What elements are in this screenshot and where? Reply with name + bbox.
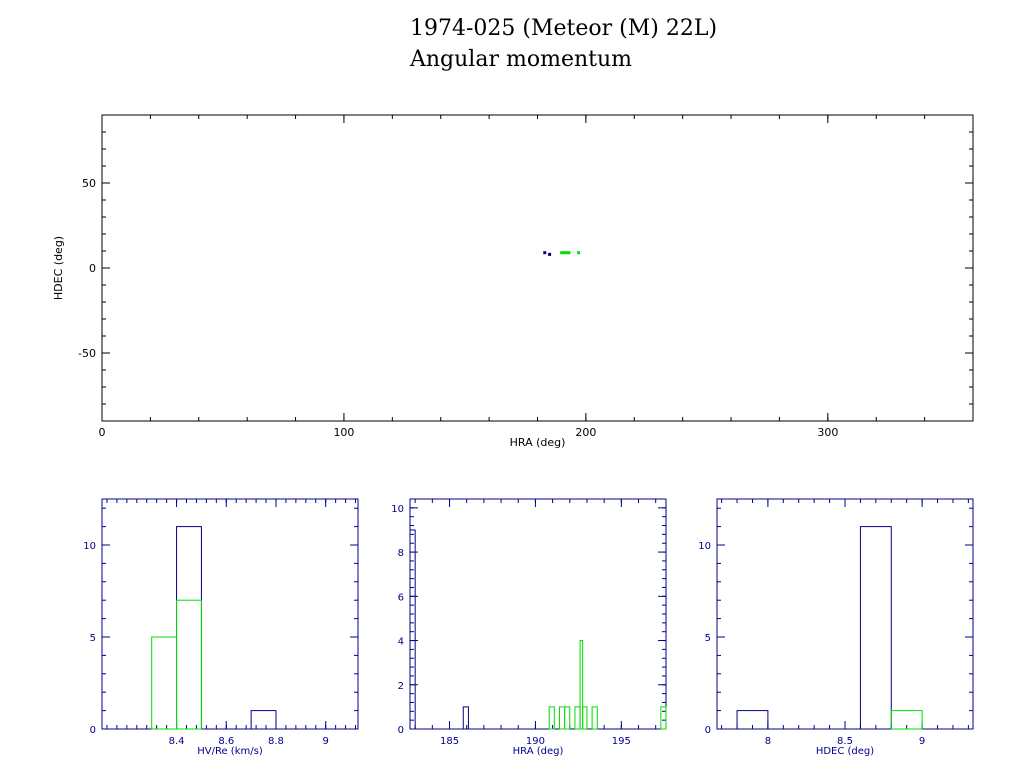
hist-hra-bar xyxy=(579,640,584,730)
hist-hv-ytick-label: 5 xyxy=(90,633,96,644)
scatter-ytick-label: 0 xyxy=(89,262,96,275)
hist-hra-xtick-label: 195 xyxy=(612,736,631,747)
scatter-frame xyxy=(101,114,974,422)
scatter-point xyxy=(543,251,547,255)
hist-hra-xlabel: HRA (deg) xyxy=(513,746,564,757)
hist-hv-bar xyxy=(176,526,202,730)
hist-hv-xlabel: HV/Re (km/s) xyxy=(197,746,263,757)
scatter-point xyxy=(562,251,566,255)
hist-hv-xtick-label: 8.4 xyxy=(169,736,185,747)
hist-hra-frame xyxy=(409,498,667,730)
hist-hra-ytick-label: 0 xyxy=(398,725,404,736)
hist-hra-ytick-label: 4 xyxy=(398,637,404,648)
scatter-xtick-label: 300 xyxy=(817,426,838,439)
hist-hra-plot: 185 190 195 0 2 4 6 8 10 HRA (deg) xyxy=(391,498,667,757)
scatter-point xyxy=(567,251,571,255)
scatter-point xyxy=(560,251,564,255)
hist-hra-ytick-label: 8 xyxy=(398,548,404,559)
scatter-point xyxy=(577,251,581,255)
hist-hra-bar xyxy=(660,706,667,730)
scatter-point xyxy=(565,251,569,255)
scatter-xtick-label: 0 xyxy=(99,426,106,439)
hist-hdec-ytick-label: 10 xyxy=(698,541,711,552)
hist-hv-xtick-label: 8.6 xyxy=(218,736,234,747)
hist-hra-bar xyxy=(558,706,566,730)
hist-hdec-frame xyxy=(716,498,974,730)
hist-hra-ytick-label: 2 xyxy=(398,681,404,692)
hist-hdec-xtick-label: 8.5 xyxy=(837,736,853,747)
hist-hv-plot: 8.4 8.6 8.8 9 0 5 10 HV/Re (km/s) xyxy=(83,498,359,757)
hist-hra-bar xyxy=(574,706,581,730)
scatter-plot: 0 100 200 300 -50 0 50 HRA (deg) HDEC (deg) xyxy=(52,114,974,449)
hist-hra-xtick-label: 185 xyxy=(440,736,459,747)
hist-hra-bar xyxy=(548,706,555,730)
hist-hv-xtick-label: 8.8 xyxy=(268,736,284,747)
chart-subtitle: Angular momentum xyxy=(410,47,632,72)
hist-hra-bar xyxy=(582,706,588,730)
scatter-xtick-label: 100 xyxy=(333,426,354,439)
hist-hdec-ytick-label: 0 xyxy=(705,725,711,736)
hist-hdec-bar xyxy=(859,526,892,730)
hist-hv-xtick-label: 9 xyxy=(323,736,329,747)
scatter-ytick-label: -50 xyxy=(78,347,96,360)
scatter-ytick-label: 50 xyxy=(82,177,96,190)
scatter-ylabel: HDEC (deg) xyxy=(52,236,65,300)
hist-hra-xtick-label: 190 xyxy=(526,736,545,747)
hist-hdec-bar xyxy=(890,710,923,730)
hist-hdec-bar xyxy=(736,710,769,730)
hist-hra-ytick-label: 10 xyxy=(391,504,404,515)
hist-hdec-ytick-label: 5 xyxy=(705,633,711,644)
hist-hdec-plot: 8 8.5 9 0 5 10 HDEC (deg) xyxy=(698,498,974,757)
scatter-point xyxy=(548,252,552,256)
hist-hv-ytick-label: 10 xyxy=(83,541,96,552)
hist-hv-ytick-label: 0 xyxy=(90,725,96,736)
hist-hv-frame xyxy=(101,498,359,730)
hist-hra-bar xyxy=(462,706,469,730)
scatter-xlabel: HRA (deg) xyxy=(510,436,566,449)
hist-hv-bar xyxy=(250,710,277,730)
hist-hra-ytick-label: 6 xyxy=(398,592,404,603)
chart-title: 1974-025 (Meteor (M) 22L) xyxy=(410,16,718,41)
hist-hra-bar xyxy=(564,706,571,730)
hist-hdec-xtick-label: 9 xyxy=(919,736,925,747)
hist-hv-bar xyxy=(151,636,178,730)
hist-hv-bar xyxy=(176,599,202,730)
hist-hra-bar xyxy=(591,706,598,730)
hist-hdec-xlabel: HDEC (deg) xyxy=(816,746,874,757)
hist-hra-bar xyxy=(409,529,416,730)
hist-hdec-xtick-label: 8 xyxy=(765,736,771,747)
scatter-xtick-label: 200 xyxy=(575,426,596,439)
